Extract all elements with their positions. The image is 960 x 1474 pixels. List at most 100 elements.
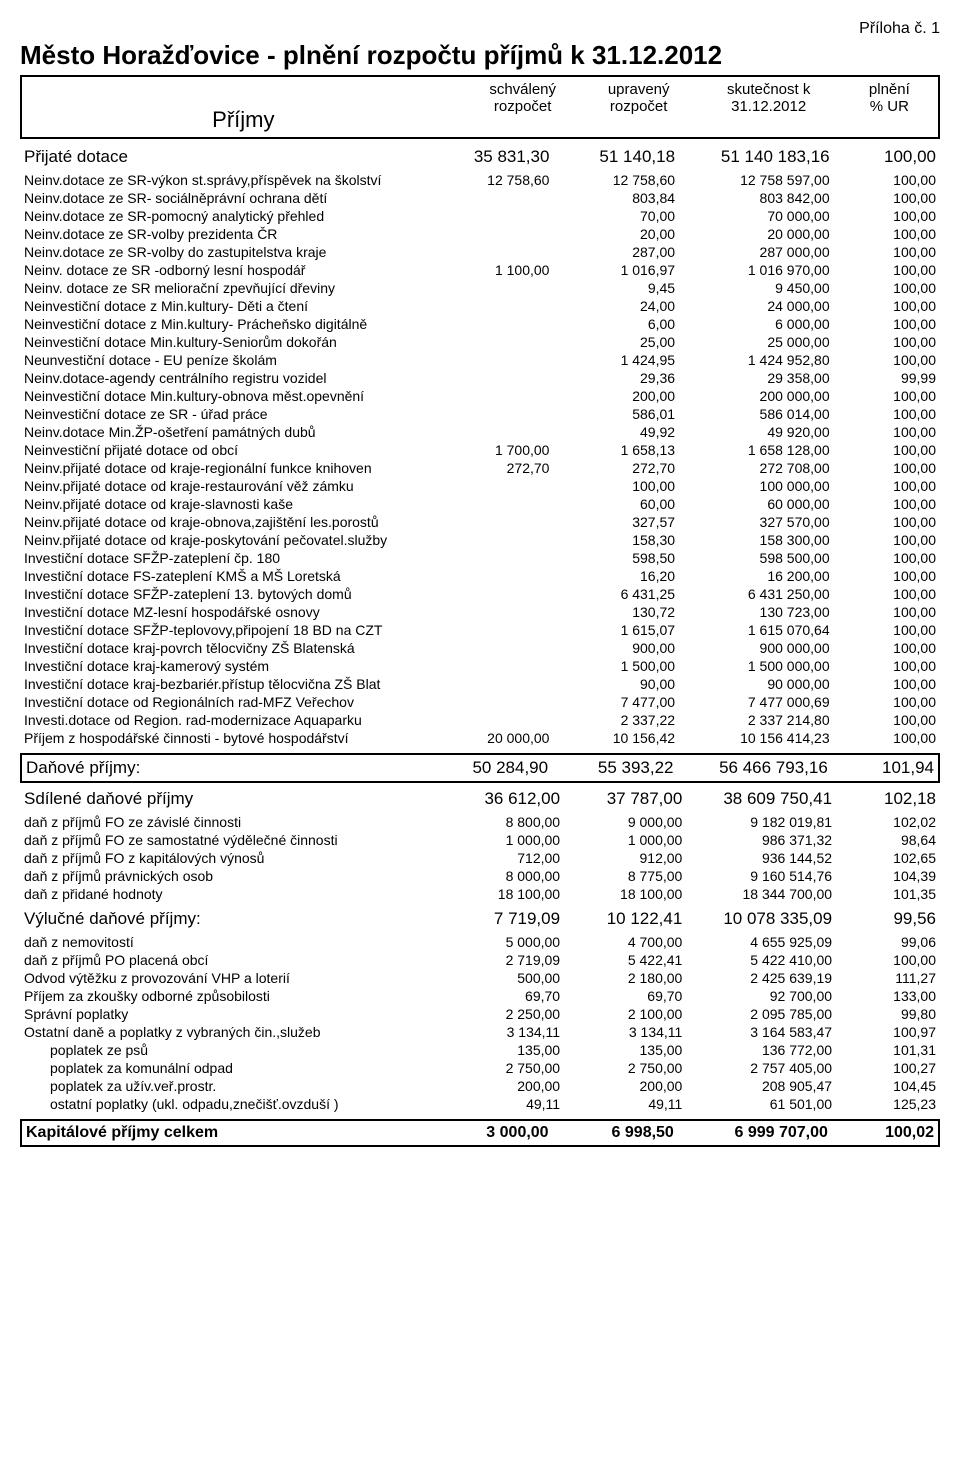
cell	[428, 621, 554, 639]
table-row: Neinvestiční dotace z Min.kultury- Prách…	[20, 315, 940, 333]
cell: 12 758,60	[553, 171, 679, 189]
vylucne-row: Výlučné daňové příjmy: 7 719,09 10 122,4…	[20, 903, 940, 933]
cell: 100,00	[834, 141, 940, 171]
cell: 130 723,00	[679, 603, 834, 621]
cell: 1 016,97	[553, 261, 679, 279]
cell: 100,27	[836, 1059, 940, 1077]
cell	[428, 531, 554, 549]
cell: 104,45	[836, 1077, 940, 1095]
cell: 130,72	[553, 603, 679, 621]
cell: 3 000,00	[427, 1121, 552, 1145]
cell: 100,02	[832, 1121, 938, 1145]
cell: 200,00	[564, 1077, 686, 1095]
cell: 1 615 070,64	[679, 621, 834, 639]
table-row: Investiční dotace od Regionálních rad-MF…	[20, 693, 940, 711]
cell	[428, 405, 554, 423]
cell	[428, 513, 554, 531]
cell: 29 358,00	[679, 369, 834, 387]
cell: 70 000,00	[679, 207, 834, 225]
row-label: Příjem za zkoušky odborné způsobilosti	[20, 987, 442, 1005]
cell: 100,00	[834, 531, 940, 549]
cell	[428, 225, 554, 243]
cell: 100,00	[553, 477, 679, 495]
row-label: poplatek za užív.veř.prostr.	[20, 1077, 442, 1095]
cell: 25,00	[553, 333, 679, 351]
cell	[428, 351, 554, 369]
header-col1-line2: rozpočet	[494, 98, 552, 115]
row-label: Investi.dotace od Region. rad-modernizac…	[20, 711, 428, 729]
cell: 101,35	[836, 885, 940, 903]
row-label: Správní poplatky	[20, 1005, 442, 1023]
cell: 2 095 785,00	[686, 1005, 836, 1023]
kapitalove-row: Kapitálové příjmy celkem 3 000,00 6 998,…	[22, 1121, 938, 1145]
cell: 100,00	[834, 189, 940, 207]
cell	[428, 603, 554, 621]
table-row: ostatní poplatky (ukl. odpadu,znečišť.ov…	[20, 1095, 940, 1113]
header-col3-line1: skutečnost k	[727, 81, 810, 98]
row-label: daň z nemovitostí	[20, 933, 442, 951]
row-label: Neinvestiční přijaté dotace od obcí	[20, 441, 428, 459]
cell: 100,00	[834, 567, 940, 585]
cell: 712,00	[442, 849, 564, 867]
table-row: Neinv.přijaté dotace od kraje-restaurová…	[20, 477, 940, 495]
prijate-dotace-row: Přijaté dotace 35 831,30 51 140,18 51 14…	[20, 141, 940, 171]
cell: 7 719,09	[442, 903, 564, 933]
cell: 8 000,00	[442, 867, 564, 885]
row-label: Neinv.přijaté dotace od kraje-poskytován…	[20, 531, 428, 549]
cell: 1 000,00	[442, 831, 564, 849]
row-label: Neinv.dotace ze SR-výkon st.správy,přísp…	[20, 171, 428, 189]
row-label: daň z příjmů FO z kapitálových výnosů	[20, 849, 442, 867]
cell: 38 609 750,41	[686, 783, 836, 813]
table-row: poplatek za užív.veř.prostr.200,00200,00…	[20, 1077, 940, 1095]
cell	[428, 369, 554, 387]
table-row: Neinv.dotace ze SR-pomocný analytický př…	[20, 207, 940, 225]
cell	[428, 693, 554, 711]
cell: 912,00	[564, 849, 686, 867]
cell: 5 422,41	[564, 951, 686, 969]
cell: 5 000,00	[442, 933, 564, 951]
cell: 1 658,13	[553, 441, 679, 459]
vylucne-label: Výlučné daňové příjmy:	[20, 903, 442, 933]
row-label: Neinvestiční dotace ze SR - úřad práce	[20, 405, 428, 423]
cell: 200,00	[442, 1077, 564, 1095]
table-row: Neinv. dotace ze SR -odborný lesní hospo…	[20, 261, 940, 279]
row-label: Investiční dotace MZ-lesní hospodářské o…	[20, 603, 428, 621]
row-label: Investiční dotace kraj-bezbariér.přístup…	[20, 675, 428, 693]
cell: 100,97	[836, 1023, 940, 1041]
row-label: Neinv.dotace ze SR-volby prezidenta ČR	[20, 225, 428, 243]
table-row: Neinv.přijaté dotace od kraje-obnova,zaj…	[20, 513, 940, 531]
row-label: Investiční dotace kraj-povrch tělocvičny…	[20, 639, 428, 657]
header-label-text: Příjmy	[212, 107, 274, 132]
cell: 4 700,00	[564, 933, 686, 951]
cell: 90 000,00	[679, 675, 834, 693]
sdilene-label: Sdílené daňové příjmy	[20, 783, 442, 813]
page-title: Město Horažďovice - plnění rozpočtu příj…	[20, 40, 940, 71]
cell: 49,92	[553, 423, 679, 441]
cell: 2 750,00	[442, 1059, 564, 1077]
cell: 35 831,30	[428, 141, 554, 171]
cell: 803,84	[553, 189, 679, 207]
row-label: Neinv.dotace Min.ŽP-ošetření památných d…	[20, 423, 428, 441]
table-row: Investiční dotace MZ-lesní hospodářské o…	[20, 603, 940, 621]
row-label: poplatek ze psů	[20, 1041, 442, 1059]
cell: 125,23	[836, 1095, 940, 1113]
cell: 49 920,00	[679, 423, 834, 441]
table-row: Neinvestiční dotace Min.kultury-Seniorům…	[20, 333, 940, 351]
header-col3: skutečnost k 31.12.2012	[697, 77, 841, 137]
cell	[428, 189, 554, 207]
cell: 99,80	[836, 1005, 940, 1023]
cell: 6 998,50	[553, 1121, 678, 1145]
cell: 2 719,09	[442, 951, 564, 969]
row-label: Odvod výtěžku z provozování VHP a loteri…	[20, 969, 442, 987]
cell: 1 016 970,00	[679, 261, 834, 279]
table-row: Investiční dotace kraj-kamerový systém1 …	[20, 657, 940, 675]
danove-prijmy-row: Daňové příjmy: 50 284,90 55 393,22 56 46…	[22, 755, 938, 781]
header-col1-line1: schválený	[489, 81, 556, 98]
cell: 1 424,95	[553, 351, 679, 369]
cell: 18 344 700,00	[686, 885, 836, 903]
cell: 100,00	[834, 279, 940, 297]
cell: 100,00	[834, 405, 940, 423]
cell: 6 000,00	[679, 315, 834, 333]
cell: 135,00	[564, 1041, 686, 1059]
cell: 158,30	[553, 531, 679, 549]
